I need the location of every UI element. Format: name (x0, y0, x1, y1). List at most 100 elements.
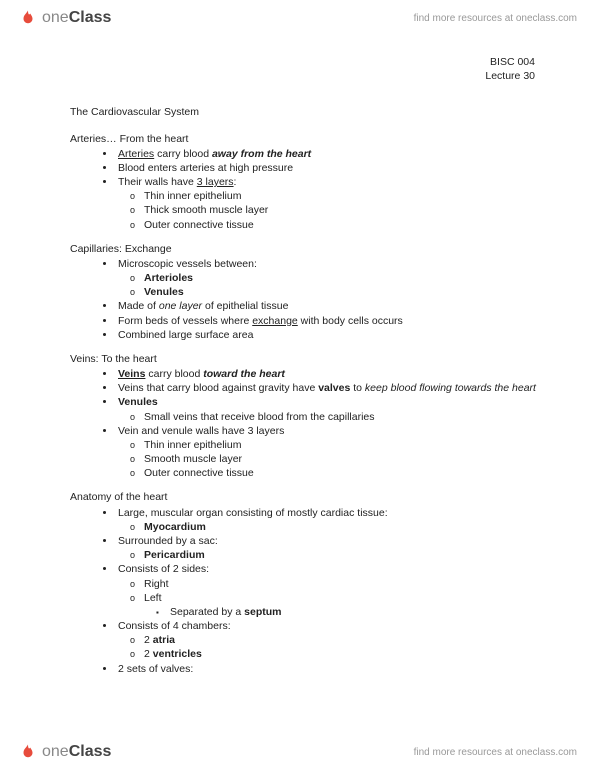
page-header: oneClass find more resources at oneclass… (0, 0, 595, 36)
list-item: 2 atria (144, 633, 545, 647)
text-run: 2 sets of valves: (118, 663, 193, 675)
text-run: Thin inner epithelium (144, 190, 241, 202)
bullet-list: Thin inner epitheliumThick smooth muscle… (118, 189, 545, 232)
list-item: Pericardium (144, 548, 545, 562)
text-run: Consists of 2 sides: (118, 563, 209, 575)
text-run: exchange (252, 315, 298, 327)
text-run: Vein and venule walls have 3 layers (118, 425, 284, 437)
list-item: Thick smooth muscle layer (144, 203, 545, 217)
list-item: Made of one layer of epithelial tissue (116, 299, 545, 313)
text-run: carry blood (154, 148, 212, 160)
bullet-list: Pericardium (118, 548, 545, 562)
flame-icon (18, 8, 38, 28)
list-item: Right (144, 577, 545, 591)
text-run: ventricles (153, 648, 202, 660)
list-item: Smooth muscle layer (144, 452, 545, 466)
text-run: Outer connective tissue (144, 467, 254, 479)
text-run: Consists of 4 chambers: (118, 620, 231, 632)
text-run: Large, muscular organ consisting of most… (118, 507, 388, 519)
header-tagline: find more resources at oneclass.com (414, 13, 577, 24)
document-body: BISC 004 Lecture 30 The Cardiovascular S… (70, 55, 545, 678)
document-title: The Cardiovascular System (70, 105, 545, 119)
bullet-list: Microscopic vessels between:ArteriolesVe… (70, 257, 545, 342)
bullet-list: RightLeftSeparated by a septum (118, 577, 545, 620)
bullet-list: Myocardium (118, 520, 545, 534)
list-item: Separated by a septum (170, 605, 545, 619)
text-run: septum (244, 606, 281, 618)
text-run: Arterioles (144, 272, 193, 284)
text-run: carry blood (145, 368, 203, 380)
text-run: Myocardium (144, 521, 206, 533)
text-run: : (234, 176, 237, 188)
list-item: Form beds of vessels where exchange with… (116, 314, 545, 328)
bullet-list: Large, muscular organ consisting of most… (70, 506, 545, 676)
text-run: Right (144, 578, 169, 590)
list-item: Large, muscular organ consisting of most… (116, 506, 545, 534)
text-run: Made of (118, 300, 159, 312)
text-run: Arteries (118, 148, 154, 160)
text-run: Form beds of vessels where (118, 315, 252, 327)
course-header: BISC 004 Lecture 30 (70, 55, 545, 83)
text-run: Blood enters arteries at high pressure (118, 162, 293, 174)
list-item: Vein and venule walls have 3 layersThin … (116, 424, 545, 481)
brand-logo-footer: oneClass (18, 742, 111, 762)
list-item: Thin inner epithelium (144, 189, 545, 203)
list-item: Venules Small veins that receive blood fr… (116, 395, 545, 423)
list-item: Microscopic vessels between:ArteriolesVe… (116, 257, 545, 300)
text-run: Surrounded by a sac: (118, 535, 218, 547)
list-item: Venules (144, 285, 545, 299)
section-heading: Anatomy of the heart (70, 490, 545, 504)
list-item: 2 ventricles (144, 647, 545, 661)
text-run: 2 (144, 634, 153, 646)
list-item: Arteries carry blood away from the heart (116, 147, 545, 161)
list-item: Surrounded by a sac: Pericardium (116, 534, 545, 562)
list-item: Arterioles (144, 271, 545, 285)
bullet-list: Thin inner epithelium Smooth muscle layer… (118, 438, 545, 481)
brand-name: oneClass (42, 9, 111, 27)
list-item: Veins carry blood toward the heart (116, 367, 545, 381)
text-run: Pericardium (144, 549, 205, 561)
text-run: Venules (118, 396, 158, 408)
text-run: of epithelial tissue (202, 300, 288, 312)
section-heading: Arteries… From the heart (70, 132, 545, 146)
text-run: atria (153, 634, 175, 646)
list-item: Small veins that receive blood from the … (144, 410, 545, 424)
bullet-list: Arteries carry blood away from the heart… (70, 147, 545, 232)
lecture-number: Lecture 30 (70, 69, 535, 83)
bullet-list: Veins carry blood toward the heartVeins … (70, 367, 545, 480)
text-run: Thin inner epithelium (144, 439, 241, 451)
list-item: Outer connective tissue (144, 466, 545, 480)
list-item: Combined large surface area (116, 328, 545, 342)
list-item: Their walls have 3 layers:Thin inner epi… (116, 175, 545, 232)
bullet-list: Separated by a septum (144, 605, 545, 619)
text-run: Veins (118, 368, 145, 380)
bullet-list: Arterioles Venules (118, 271, 545, 299)
text-run: Their walls have (118, 176, 197, 188)
section-heading: Veins: To the heart (70, 352, 545, 366)
list-item: Myocardium (144, 520, 545, 534)
text-run: Venules (144, 286, 184, 298)
text-run: one layer (159, 300, 202, 312)
list-item: Blood enters arteries at high pressure (116, 161, 545, 175)
text-run: Small veins that receive blood from the … (144, 411, 375, 423)
bullet-list: Small veins that receive blood from the … (118, 410, 545, 424)
list-item: Thin inner epithelium (144, 438, 545, 452)
sections-container: Arteries… From the heartArteries carry b… (70, 132, 545, 676)
list-item: Outer connective tissue (144, 218, 545, 232)
text-run: valves (318, 382, 350, 394)
brand-logo: oneClass (18, 8, 111, 28)
list-item: Consists of 4 chambers:2 atria2 ventricl… (116, 619, 545, 662)
bullet-list: 2 atria2 ventricles (118, 633, 545, 661)
text-run: Smooth muscle layer (144, 453, 242, 465)
text-run: to (350, 382, 365, 394)
text-run: with body cells occurs (298, 315, 403, 327)
list-item: 2 sets of valves: (116, 662, 545, 676)
flame-icon (18, 742, 38, 762)
list-item: LeftSeparated by a septum (144, 591, 545, 619)
text-run: 2 (144, 648, 153, 660)
text-run: Combined large surface area (118, 329, 253, 341)
course-code: BISC 004 (70, 55, 535, 69)
text-run: 3 layers (197, 176, 234, 188)
list-item: Veins that carry blood against gravity h… (116, 381, 545, 395)
text-run: toward the heart (203, 368, 285, 380)
